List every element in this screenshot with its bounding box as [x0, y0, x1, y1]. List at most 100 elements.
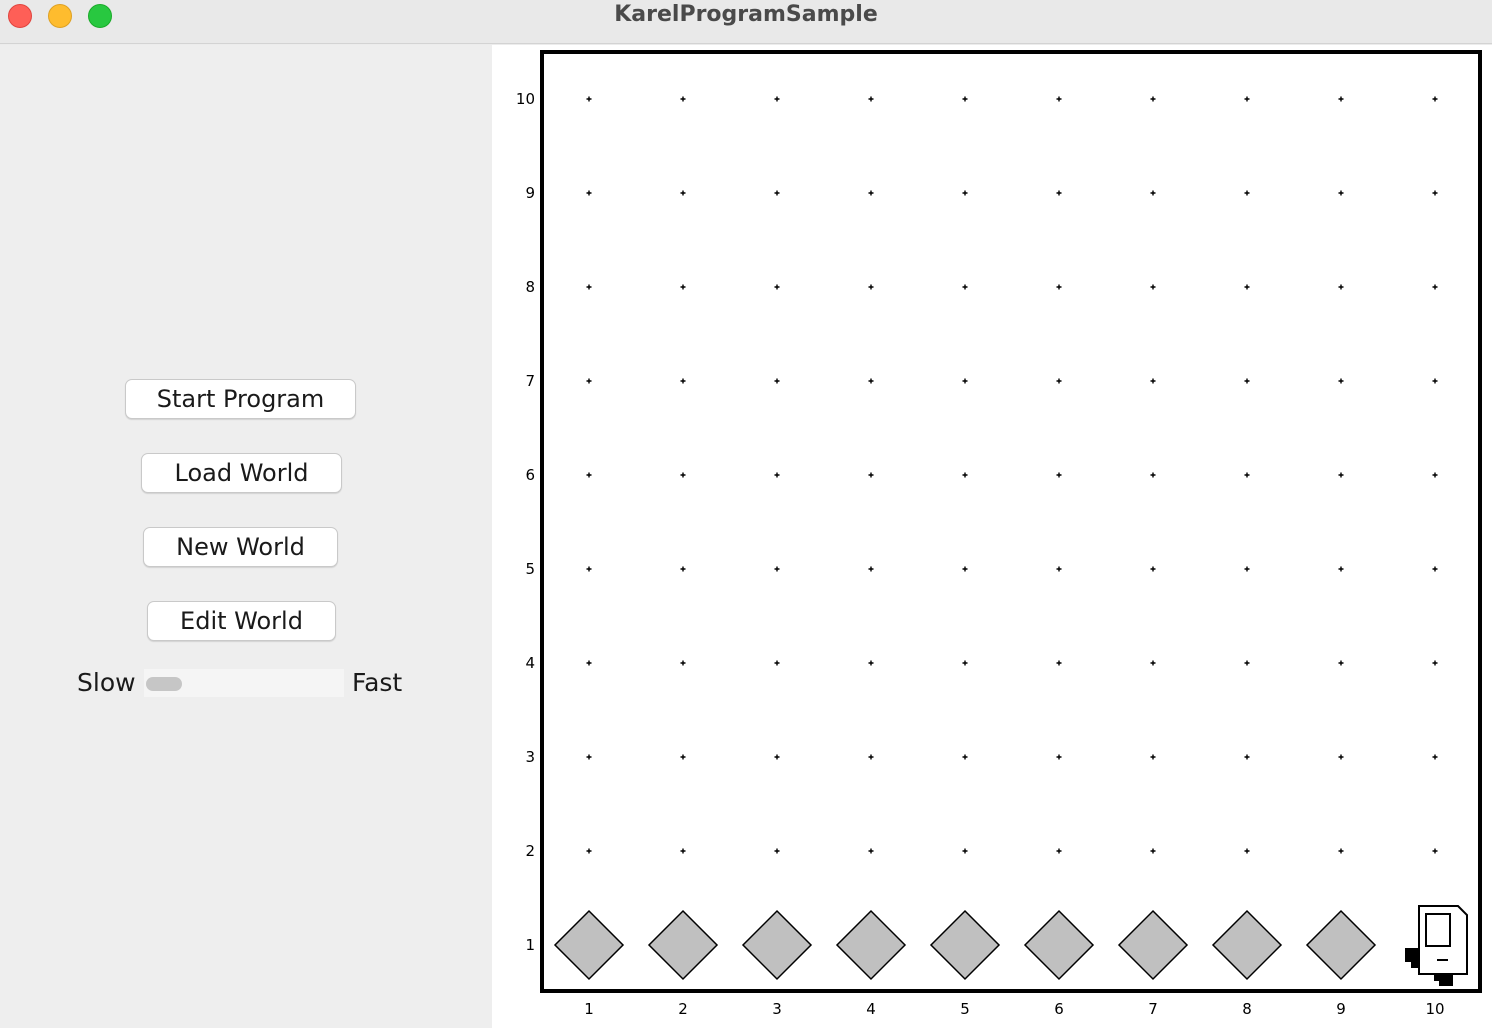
corner-marker — [962, 96, 968, 102]
window-title: KarelProgramSample — [614, 2, 878, 27]
corner-marker — [962, 284, 968, 290]
corner-marker — [1244, 190, 1250, 196]
corner-marker — [1150, 660, 1156, 666]
avenue-label: 6 — [1054, 1000, 1064, 1018]
corner-marker — [774, 284, 780, 290]
corner-marker — [680, 566, 686, 572]
world-border — [540, 50, 1482, 993]
corner-marker — [868, 566, 874, 572]
corner-marker — [774, 660, 780, 666]
corner-marker — [680, 378, 686, 384]
corner-marker — [1056, 848, 1062, 854]
corner-marker — [1244, 660, 1250, 666]
corner-marker — [1150, 754, 1156, 760]
corner-marker — [1432, 848, 1438, 854]
corner-marker — [774, 848, 780, 854]
corner-marker — [586, 96, 592, 102]
corner-marker — [1150, 472, 1156, 478]
beeper — [647, 909, 719, 981]
corner-marker — [1338, 566, 1344, 572]
corner-marker — [774, 190, 780, 196]
corner-marker — [1338, 378, 1344, 384]
new-world-button[interactable]: New World — [143, 527, 338, 567]
corner-marker — [680, 190, 686, 196]
corner-marker — [774, 754, 780, 760]
avenue-label: 2 — [678, 1000, 688, 1018]
corner-marker — [1150, 566, 1156, 572]
corner-marker — [868, 96, 874, 102]
corner-marker — [1338, 96, 1344, 102]
corner-marker — [1056, 472, 1062, 478]
edit-world-button[interactable]: Edit World — [147, 601, 336, 641]
maximize-window-button[interactable] — [88, 4, 112, 28]
street-label: 5 — [525, 560, 535, 578]
corner-marker — [962, 848, 968, 854]
avenue-label: 1 — [584, 1000, 594, 1018]
corner-marker — [962, 566, 968, 572]
world-canvas[interactable]: 1 2 3 4 5 6 7 8 9 10 1 2 3 4 5 6 7 8 9 10 — [492, 45, 1492, 1028]
corner-marker — [586, 190, 592, 196]
corner-marker — [1432, 566, 1438, 572]
corner-marker — [1244, 284, 1250, 290]
corner-marker — [586, 472, 592, 478]
corner-marker — [868, 660, 874, 666]
corner-marker — [680, 848, 686, 854]
corner-marker — [1244, 378, 1250, 384]
corner-marker — [1432, 660, 1438, 666]
corner-marker — [1244, 566, 1250, 572]
corner-marker — [774, 378, 780, 384]
street-label: 6 — [525, 466, 535, 484]
corner-marker — [868, 284, 874, 290]
corner-marker — [1150, 96, 1156, 102]
corner-marker — [1432, 472, 1438, 478]
beeper — [835, 909, 907, 981]
corner-marker — [1056, 660, 1062, 666]
corner-marker — [1432, 190, 1438, 196]
corner-marker — [680, 472, 686, 478]
speed-slider-thumb[interactable] — [146, 677, 182, 691]
beeper — [553, 909, 625, 981]
minimize-window-button[interactable] — [48, 4, 72, 28]
start-program-button[interactable]: Start Program — [125, 379, 356, 419]
load-world-button[interactable]: Load World — [141, 453, 342, 493]
corner-marker — [1244, 472, 1250, 478]
avenue-label: 4 — [866, 1000, 876, 1018]
beeper — [929, 909, 1001, 981]
corner-marker — [1338, 190, 1344, 196]
corner-marker — [680, 660, 686, 666]
corner-marker — [868, 754, 874, 760]
corner-marker — [774, 472, 780, 478]
corner-marker — [1338, 284, 1344, 290]
corner-marker — [1056, 378, 1062, 384]
corner-marker — [586, 660, 592, 666]
corner-marker — [586, 848, 592, 854]
corner-marker — [1150, 284, 1156, 290]
corner-marker — [1056, 96, 1062, 102]
street-label: 4 — [525, 654, 535, 672]
corner-marker — [1338, 472, 1344, 478]
corner-marker — [586, 754, 592, 760]
corner-marker — [962, 190, 968, 196]
corner-marker — [1244, 754, 1250, 760]
street-label: 3 — [525, 748, 535, 766]
corner-marker — [1432, 754, 1438, 760]
beeper — [1305, 909, 1377, 981]
corner-marker — [1432, 96, 1438, 102]
close-window-button[interactable] — [8, 4, 32, 28]
corner-marker — [1150, 378, 1156, 384]
street-label: 7 — [525, 372, 535, 390]
avenue-label: 7 — [1148, 1000, 1158, 1018]
corner-marker — [868, 472, 874, 478]
avenue-label: 5 — [960, 1000, 970, 1018]
beeper — [1211, 909, 1283, 981]
corner-marker — [1150, 190, 1156, 196]
corner-marker — [1056, 566, 1062, 572]
corner-marker — [868, 190, 874, 196]
corner-marker — [586, 566, 592, 572]
corner-marker — [962, 472, 968, 478]
corner-marker — [962, 754, 968, 760]
corner-marker — [1244, 848, 1250, 854]
avenue-label: 3 — [772, 1000, 782, 1018]
world-view: 1 2 3 4 5 6 7 8 9 10 1 2 3 4 5 6 7 8 9 10 — [516, 50, 1482, 1018]
beeper — [1023, 909, 1095, 981]
